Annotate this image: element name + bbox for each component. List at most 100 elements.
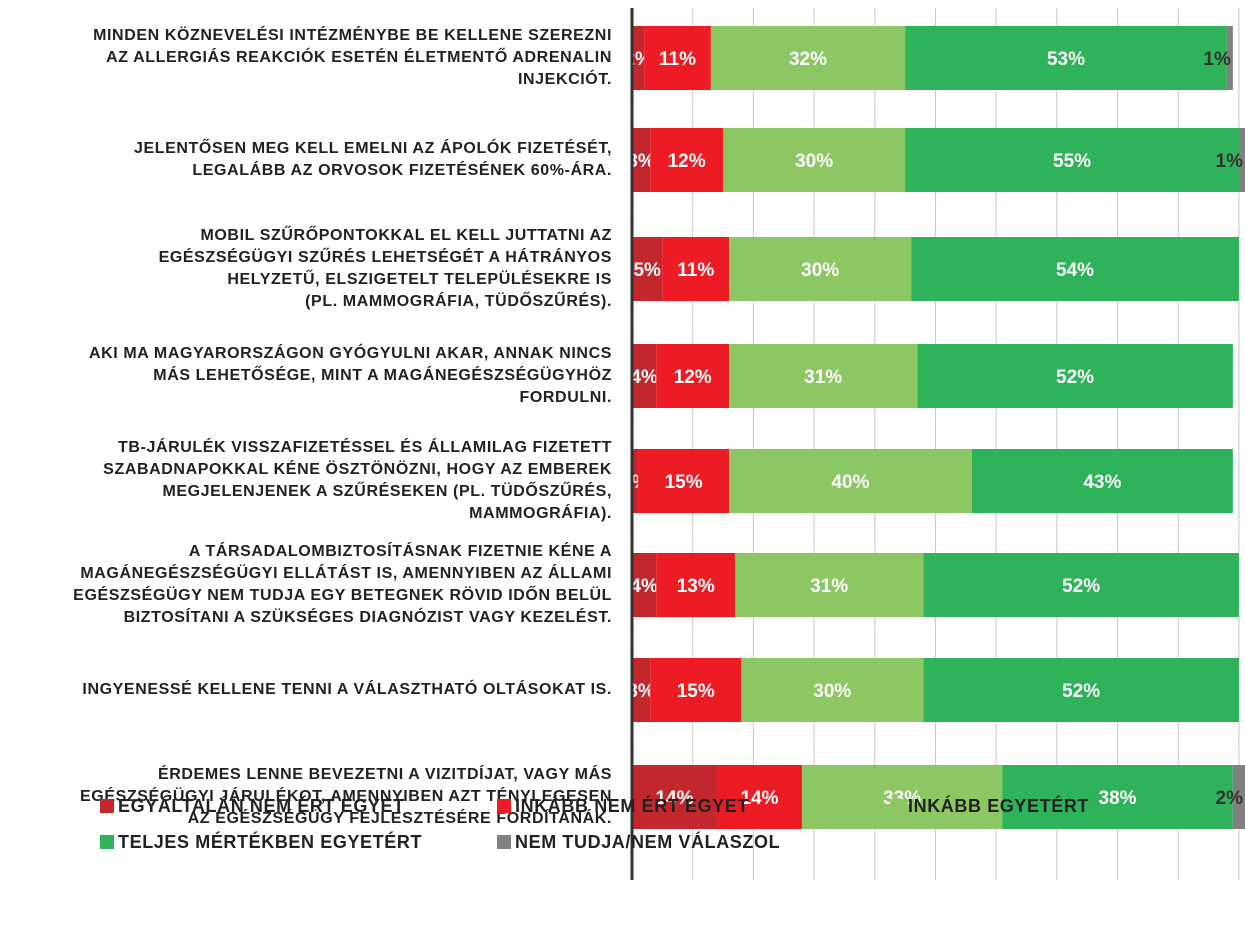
bar-segment: [632, 344, 657, 408]
value-label: 12%: [674, 367, 712, 388]
bar-segment: [1232, 765, 1245, 829]
category-label: ÉRDEMES LENNE BEVEZETNI A VIZITDÍJAT, VA…: [158, 764, 612, 783]
category-label: INJEKCIÓT.: [518, 69, 612, 88]
value-label: 3%: [627, 151, 655, 172]
bar-segment: [923, 553, 1239, 617]
value-label: 1%: [1203, 49, 1231, 70]
value-label: 30%: [795, 151, 833, 172]
category-label: MAMMOGRÁFIA).: [469, 503, 612, 522]
value-label: 53%: [1047, 49, 1085, 70]
category-label: MOBIL SZŰRŐPONTOKKAL EL KELL JUTTATNI AZ: [200, 225, 612, 244]
value-label: 38%: [1099, 788, 1137, 809]
bar-segment: [644, 26, 711, 90]
category-label: LEGALÁBB AZ ORVOSOK FIZETÉSÉNEK 60%-ÁRA.: [192, 160, 612, 179]
value-label: 2%: [1216, 788, 1244, 809]
value-label: 14%: [740, 788, 778, 809]
legend-swatch: [497, 799, 511, 813]
value-label: 11%: [677, 260, 714, 281]
bar-segment: [1238, 128, 1245, 192]
bar-segment: [650, 658, 742, 722]
bar-segment: [662, 237, 730, 301]
legend-swatch: [890, 799, 904, 813]
bar-segment: [905, 26, 1227, 90]
bar-segment: [632, 237, 663, 301]
value-label: 52%: [1062, 576, 1100, 597]
category-label: BIZTOSÍTANI A SZÜKSÉGES DIAGNÓZIST VAGY …: [124, 607, 612, 626]
value-label: 31%: [804, 367, 842, 388]
legend-swatch: [100, 835, 114, 849]
value-label: 1%: [1216, 151, 1244, 172]
bar-segment: [716, 765, 802, 829]
legend-label: TELJES MÉRTÉKBEN EGYETÉRT: [118, 831, 422, 852]
value-label: 11%: [659, 49, 696, 70]
legend-label: INKÁBB EGYETÉRT: [908, 795, 1089, 816]
legend-label: NEM TUDJA/NEM VÁLASZOL: [515, 831, 780, 852]
value-label: 4%: [630, 367, 658, 388]
value-label: 54%: [1056, 260, 1094, 281]
bar-segment: [650, 128, 724, 192]
value-label: 5%: [633, 260, 661, 281]
value-label: 15%: [677, 681, 715, 702]
value-label: 43%: [1083, 472, 1121, 493]
category-label: AZ ALLERGIÁS REAKCIÓK ESETÉN ÉLETMENTŐ A…: [106, 47, 612, 66]
bar-segment: [632, 658, 651, 722]
category-label: EGÉSZSÉGÜGY NEM TUDJA EGY BETEGNEK RÖVID…: [73, 585, 612, 604]
bar-segment: [723, 128, 906, 192]
category-label: MÁS LEHETŐSÉGE, MINT A MAGÁNEGÉSZSÉGÜGYH…: [153, 365, 612, 384]
value-label: 30%: [801, 260, 839, 281]
value-label: 14%: [655, 788, 693, 809]
legend-label: INKÁBB NEM ÉRT EGYET: [515, 795, 749, 816]
bar-segment: [917, 344, 1233, 408]
category-label: TB-JÁRULÉK VISSZAFIZETÉSSEL ÉS ÁLLAMILAG…: [118, 437, 612, 456]
value-label: 4%: [630, 576, 658, 597]
category-label: SZABADNAPOKKAL KÉNE ÖSZTÖNÖZNI, HOGY AZ …: [103, 459, 612, 478]
legend-swatch: [100, 799, 114, 813]
category-label: MINDEN KÖZNEVELÉSI INTÉZMÉNYBE BE KELLEN…: [93, 25, 612, 44]
value-label: 12%: [668, 151, 706, 172]
bar-segment: [923, 658, 1239, 722]
value-label: 55%: [1053, 151, 1091, 172]
legend-label: EGYÁLTALÁN NEM ÉRT EGYET: [118, 795, 405, 816]
bar-segment: [1226, 26, 1233, 90]
bar-segment: [632, 128, 651, 192]
category-label: EGÉSZSÉGÜGYI SZŰRÉS LEHETSÉGÉT A HÁTRÁNY…: [159, 247, 612, 266]
value-label: 31%: [810, 576, 848, 597]
bar-segment: [632, 553, 657, 617]
bar-segment: [656, 344, 730, 408]
category-label: JELENTŐSEN MEG KELL EMELNI AZ ÁPOLÓK FIZ…: [134, 138, 612, 157]
category-label: (PL. MAMMOGRÁFIA, TÜDŐSZŰRÉS).: [305, 291, 612, 310]
category-label: A TÁRSADALOMBIZTOSÍTÁSNAK FIZETNIE KÉNE …: [189, 541, 612, 560]
bar-segment: [911, 237, 1239, 301]
value-label: 32%: [789, 49, 827, 70]
category-label: AKI MA MAGYARORSZÁGON GYÓGYULNI AKAR, AN…: [89, 343, 612, 362]
value-label: 15%: [665, 472, 703, 493]
bar-segment: [638, 449, 730, 513]
category-label: EGÉSZSÉGÜGYI JÁRULÉKOT, AMENNYIBEN AZT T…: [80, 786, 612, 805]
bar-segment: [971, 449, 1233, 513]
bar-segment: [632, 449, 639, 513]
bar-segment: [656, 553, 736, 617]
bar-segment: [801, 765, 1003, 829]
category-label: FORDULNI.: [519, 389, 612, 406]
bar-segment: [741, 658, 924, 722]
bar-segment: [632, 765, 717, 829]
category-label: MAGÁNEGÉSZSÉGÜGYI ELLÁTÁST IS, AMENNYIBE…: [80, 563, 612, 582]
bar-segment: [735, 553, 924, 617]
category-label: INGYENESSÉ KELLENE TENNI A VÁLASZTHATÓ O…: [82, 679, 612, 698]
bar-segment: [632, 26, 645, 90]
bar-segment: [729, 237, 912, 301]
value-label: 30%: [813, 681, 851, 702]
bar-segment: [729, 449, 972, 513]
value-label: 52%: [1056, 367, 1094, 388]
category-label: MEGJELENJENEK A SZŰRÉSEKEN (PL. TÜDŐSZŰR…: [162, 481, 612, 500]
value-label: 52%: [1062, 681, 1100, 702]
value-label: 13%: [677, 576, 715, 597]
value-label: 40%: [831, 472, 869, 493]
bar-segment: [710, 26, 906, 90]
bar-segment: [1002, 765, 1233, 829]
value-label: 3%: [627, 681, 655, 702]
bar-segment: [905, 128, 1239, 192]
category-label: HELYZETŰ, ELSZIGETELT TELEPÜLÉSEKRE IS: [227, 269, 612, 288]
bar-segment: [729, 344, 918, 408]
